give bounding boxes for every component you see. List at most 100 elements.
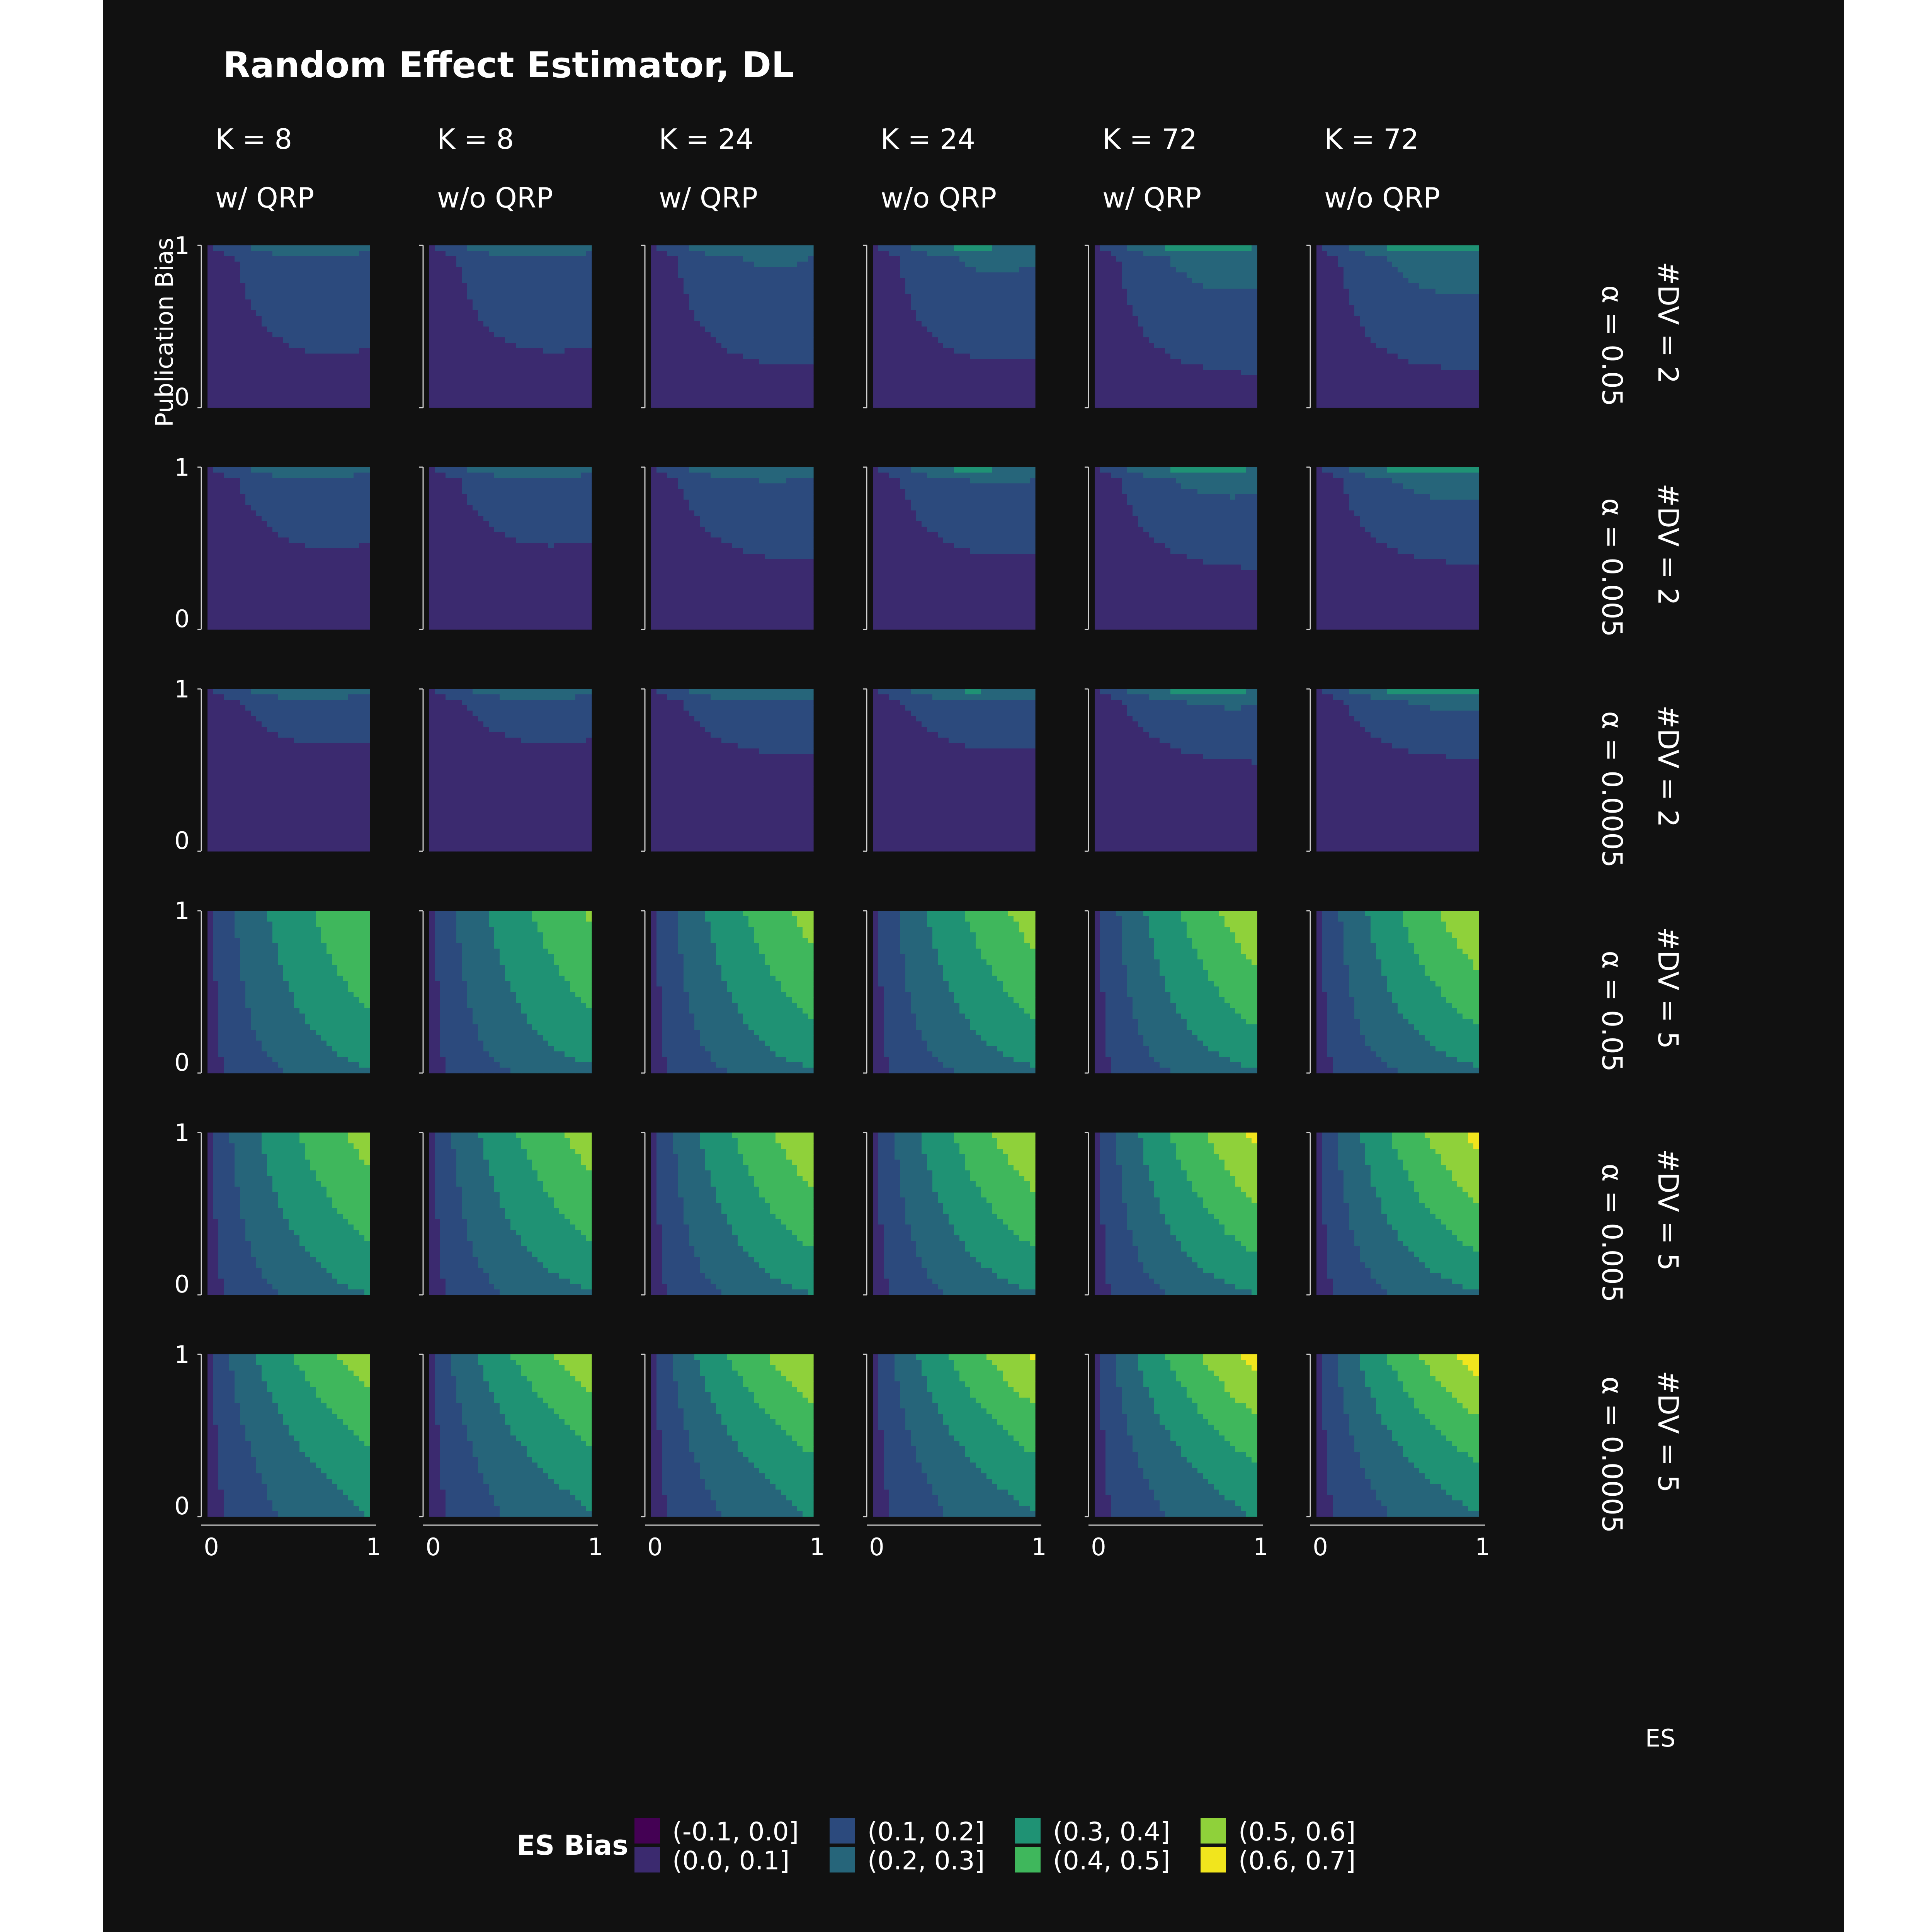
contour-cell — [911, 251, 917, 257]
contour-cell — [289, 402, 294, 408]
contour-cell — [348, 316, 354, 321]
contour-cell — [986, 262, 992, 267]
contour-cell — [554, 337, 560, 343]
contour-cell — [500, 332, 505, 338]
contour-cell — [1138, 381, 1144, 386]
contour-cell — [781, 397, 787, 403]
contour-cell — [1138, 337, 1144, 343]
contour-cell — [294, 310, 300, 316]
contour-cell — [543, 343, 549, 349]
contour-cell — [662, 267, 668, 273]
contour-cell — [532, 299, 538, 305]
contour-cell — [1133, 397, 1138, 403]
contour-cell — [1392, 267, 1398, 273]
contour-cell — [765, 245, 770, 251]
contour-cell — [700, 375, 706, 381]
contour-cell — [1127, 391, 1133, 397]
contour-cell — [662, 381, 668, 386]
contour-cell — [656, 397, 662, 403]
contour-cell — [1387, 262, 1393, 267]
contour-cell — [283, 289, 289, 294]
contour-cell — [932, 343, 938, 349]
contour-cell — [1365, 299, 1371, 305]
contour-cell — [294, 267, 300, 273]
contour-cell — [229, 289, 235, 294]
contour-cell — [1181, 316, 1187, 321]
column-header-k-5: K = 72 — [1324, 123, 1419, 155]
contour-cell — [770, 397, 776, 403]
contour-cell — [754, 289, 760, 294]
contour-cell — [1122, 370, 1128, 376]
contour-cell — [527, 332, 532, 338]
contour-cell — [1208, 321, 1214, 327]
contour-cell — [997, 299, 1003, 305]
contour-cell — [510, 402, 516, 408]
contour-cell — [808, 283, 814, 289]
contour-cell — [981, 245, 987, 251]
contour-cell — [548, 359, 554, 365]
contour-cell — [884, 283, 889, 289]
contour-cell — [667, 359, 673, 365]
contour-cell — [949, 386, 954, 392]
contour-cell — [1327, 278, 1333, 284]
contour-cell — [889, 294, 895, 300]
contour-cell — [343, 283, 349, 289]
contour-cell — [294, 294, 300, 300]
contour-cell — [976, 354, 981, 359]
contour-cell — [689, 272, 695, 278]
contour-cell — [505, 343, 511, 349]
contour-cell — [1365, 262, 1371, 267]
contour-cell — [521, 305, 527, 311]
contour-cell — [218, 391, 224, 397]
contour-cell — [440, 386, 446, 392]
contour-cell — [1208, 262, 1214, 267]
contour-cell — [1192, 354, 1198, 359]
contour-cell — [922, 283, 927, 289]
contour-cell — [235, 278, 240, 284]
contour-cell — [803, 262, 808, 267]
contour-cell — [435, 381, 440, 386]
contour-cell — [256, 305, 262, 311]
contour-cell — [473, 332, 478, 338]
contour-cell — [1376, 305, 1382, 311]
contour-cell — [256, 343, 262, 349]
contour-cell — [792, 348, 798, 354]
contour-cell — [1003, 256, 1009, 262]
contour-cell — [337, 256, 343, 262]
contour-cell — [1138, 267, 1144, 273]
contour-cell — [348, 327, 354, 332]
contour-cell — [1203, 397, 1209, 403]
contour-cell — [1165, 299, 1171, 305]
contour-cell — [1116, 397, 1122, 403]
contour-cell — [332, 294, 338, 300]
contour-cell — [965, 294, 971, 300]
contour-cell — [348, 289, 354, 294]
contour-cell — [310, 337, 316, 343]
contour-cell — [500, 381, 505, 386]
contour-cell — [559, 343, 565, 349]
contour-cell — [294, 381, 300, 386]
contour-cell — [776, 294, 781, 300]
contour-cell — [554, 359, 560, 365]
contour-cell — [429, 278, 435, 284]
contour-cell — [1165, 245, 1171, 251]
contour-cell — [272, 289, 278, 294]
contour-cell — [797, 245, 803, 251]
contour-cell — [1365, 283, 1371, 289]
contour-cell — [927, 348, 933, 354]
contour-cell — [467, 294, 473, 300]
contour-cell — [970, 272, 976, 278]
contour-cell — [776, 245, 781, 251]
contour-cell — [337, 262, 343, 267]
contour-cell — [240, 316, 246, 321]
contour-cell — [1154, 294, 1160, 300]
contour-cell — [738, 305, 743, 311]
contour-cell — [262, 305, 267, 311]
contour-cell — [321, 386, 327, 392]
contour-cell — [662, 327, 668, 332]
contour-cell — [965, 359, 971, 365]
contour-cell — [943, 256, 949, 262]
contour-cell — [1381, 267, 1387, 273]
contour-cell — [559, 381, 565, 386]
contour-cell — [1165, 397, 1171, 403]
